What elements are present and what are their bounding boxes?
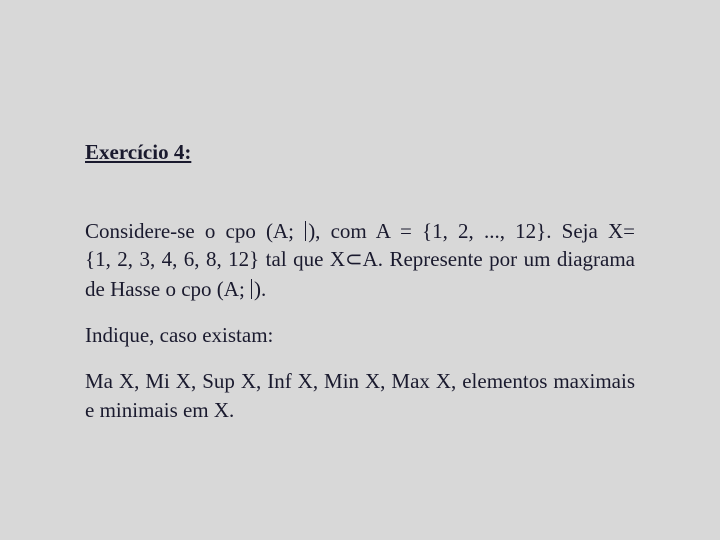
p1-text-1: Considere-se o cpo (A; [85, 219, 304, 243]
p1-text-4: ). [254, 277, 266, 301]
divides-icon [305, 221, 306, 241]
divides-icon [251, 279, 252, 299]
subset-icon: ⊂ [345, 248, 363, 271]
exercise-heading: Exercício 4: [85, 140, 635, 165]
exercise-paragraph-2: Indique, caso existam: [85, 321, 635, 349]
exercise-paragraph-3: Ma X, Mi X, Sup X, Inf X, Min X, Max X, … [85, 367, 635, 424]
exercise-paragraph-1: Considere-se o cpo (A; ), com A = {1, 2,… [85, 217, 635, 303]
exercise-content: Exercício 4: Considere-se o cpo (A; ), c… [0, 0, 720, 424]
